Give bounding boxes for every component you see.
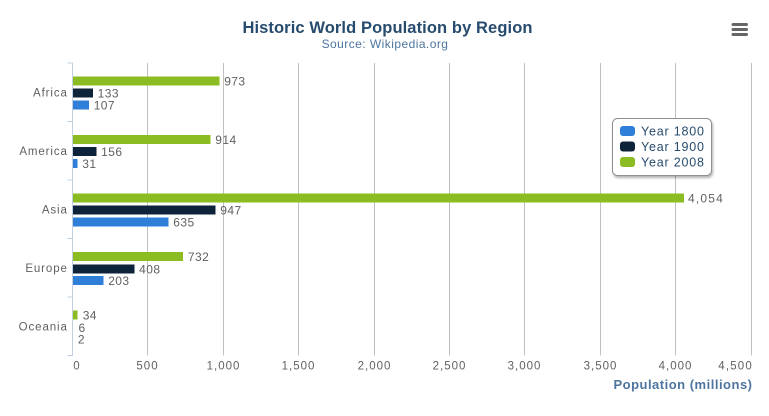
svg-text:947: 947 [220,204,241,218]
svg-text:2,500: 2,500 [433,361,467,373]
svg-text:4,000: 4,000 [659,361,693,373]
svg-text:31: 31 [82,157,96,171]
svg-text:1,000: 1,000 [207,361,241,373]
svg-text:408: 408 [139,262,160,276]
svg-text:0: 0 [73,361,80,373]
svg-text:914: 914 [215,133,236,147]
svg-text:203: 203 [108,274,129,288]
svg-text:Population (millions): Population (millions) [613,377,752,392]
svg-text:Oceania: Oceania [19,322,68,334]
svg-text:2,000: 2,000 [358,361,392,373]
svg-text:Year 2008: Year 2008 [641,156,705,170]
svg-text:Historic World Population by R: Historic World Population by Region [242,19,532,37]
svg-text:America: America [19,146,67,158]
svg-text:732: 732 [188,250,209,264]
svg-text:107: 107 [94,99,115,113]
svg-text:4,500: 4,500 [718,361,753,373]
svg-text:3,500: 3,500 [584,361,618,373]
svg-text:Year 1900: Year 1900 [641,140,705,154]
svg-text:4,054: 4,054 [688,192,724,206]
svg-text:500: 500 [136,361,158,373]
svg-text:Africa: Africa [33,88,68,100]
svg-text:635: 635 [173,216,194,230]
svg-text:2: 2 [78,333,85,347]
svg-text:Europe: Europe [25,263,67,275]
svg-text:133: 133 [98,87,119,101]
svg-text:Asia: Asia [42,205,68,217]
svg-text:973: 973 [224,75,245,89]
svg-text:156: 156 [101,145,122,159]
svg-text:1,500: 1,500 [282,361,316,373]
svg-text:34: 34 [83,309,97,323]
svg-text:Source: Wikipedia.org: Source: Wikipedia.org [322,37,449,51]
svg-text:Year 1800: Year 1800 [641,125,705,139]
svg-text:3,000: 3,000 [508,361,542,373]
svg-text:6: 6 [79,321,86,335]
